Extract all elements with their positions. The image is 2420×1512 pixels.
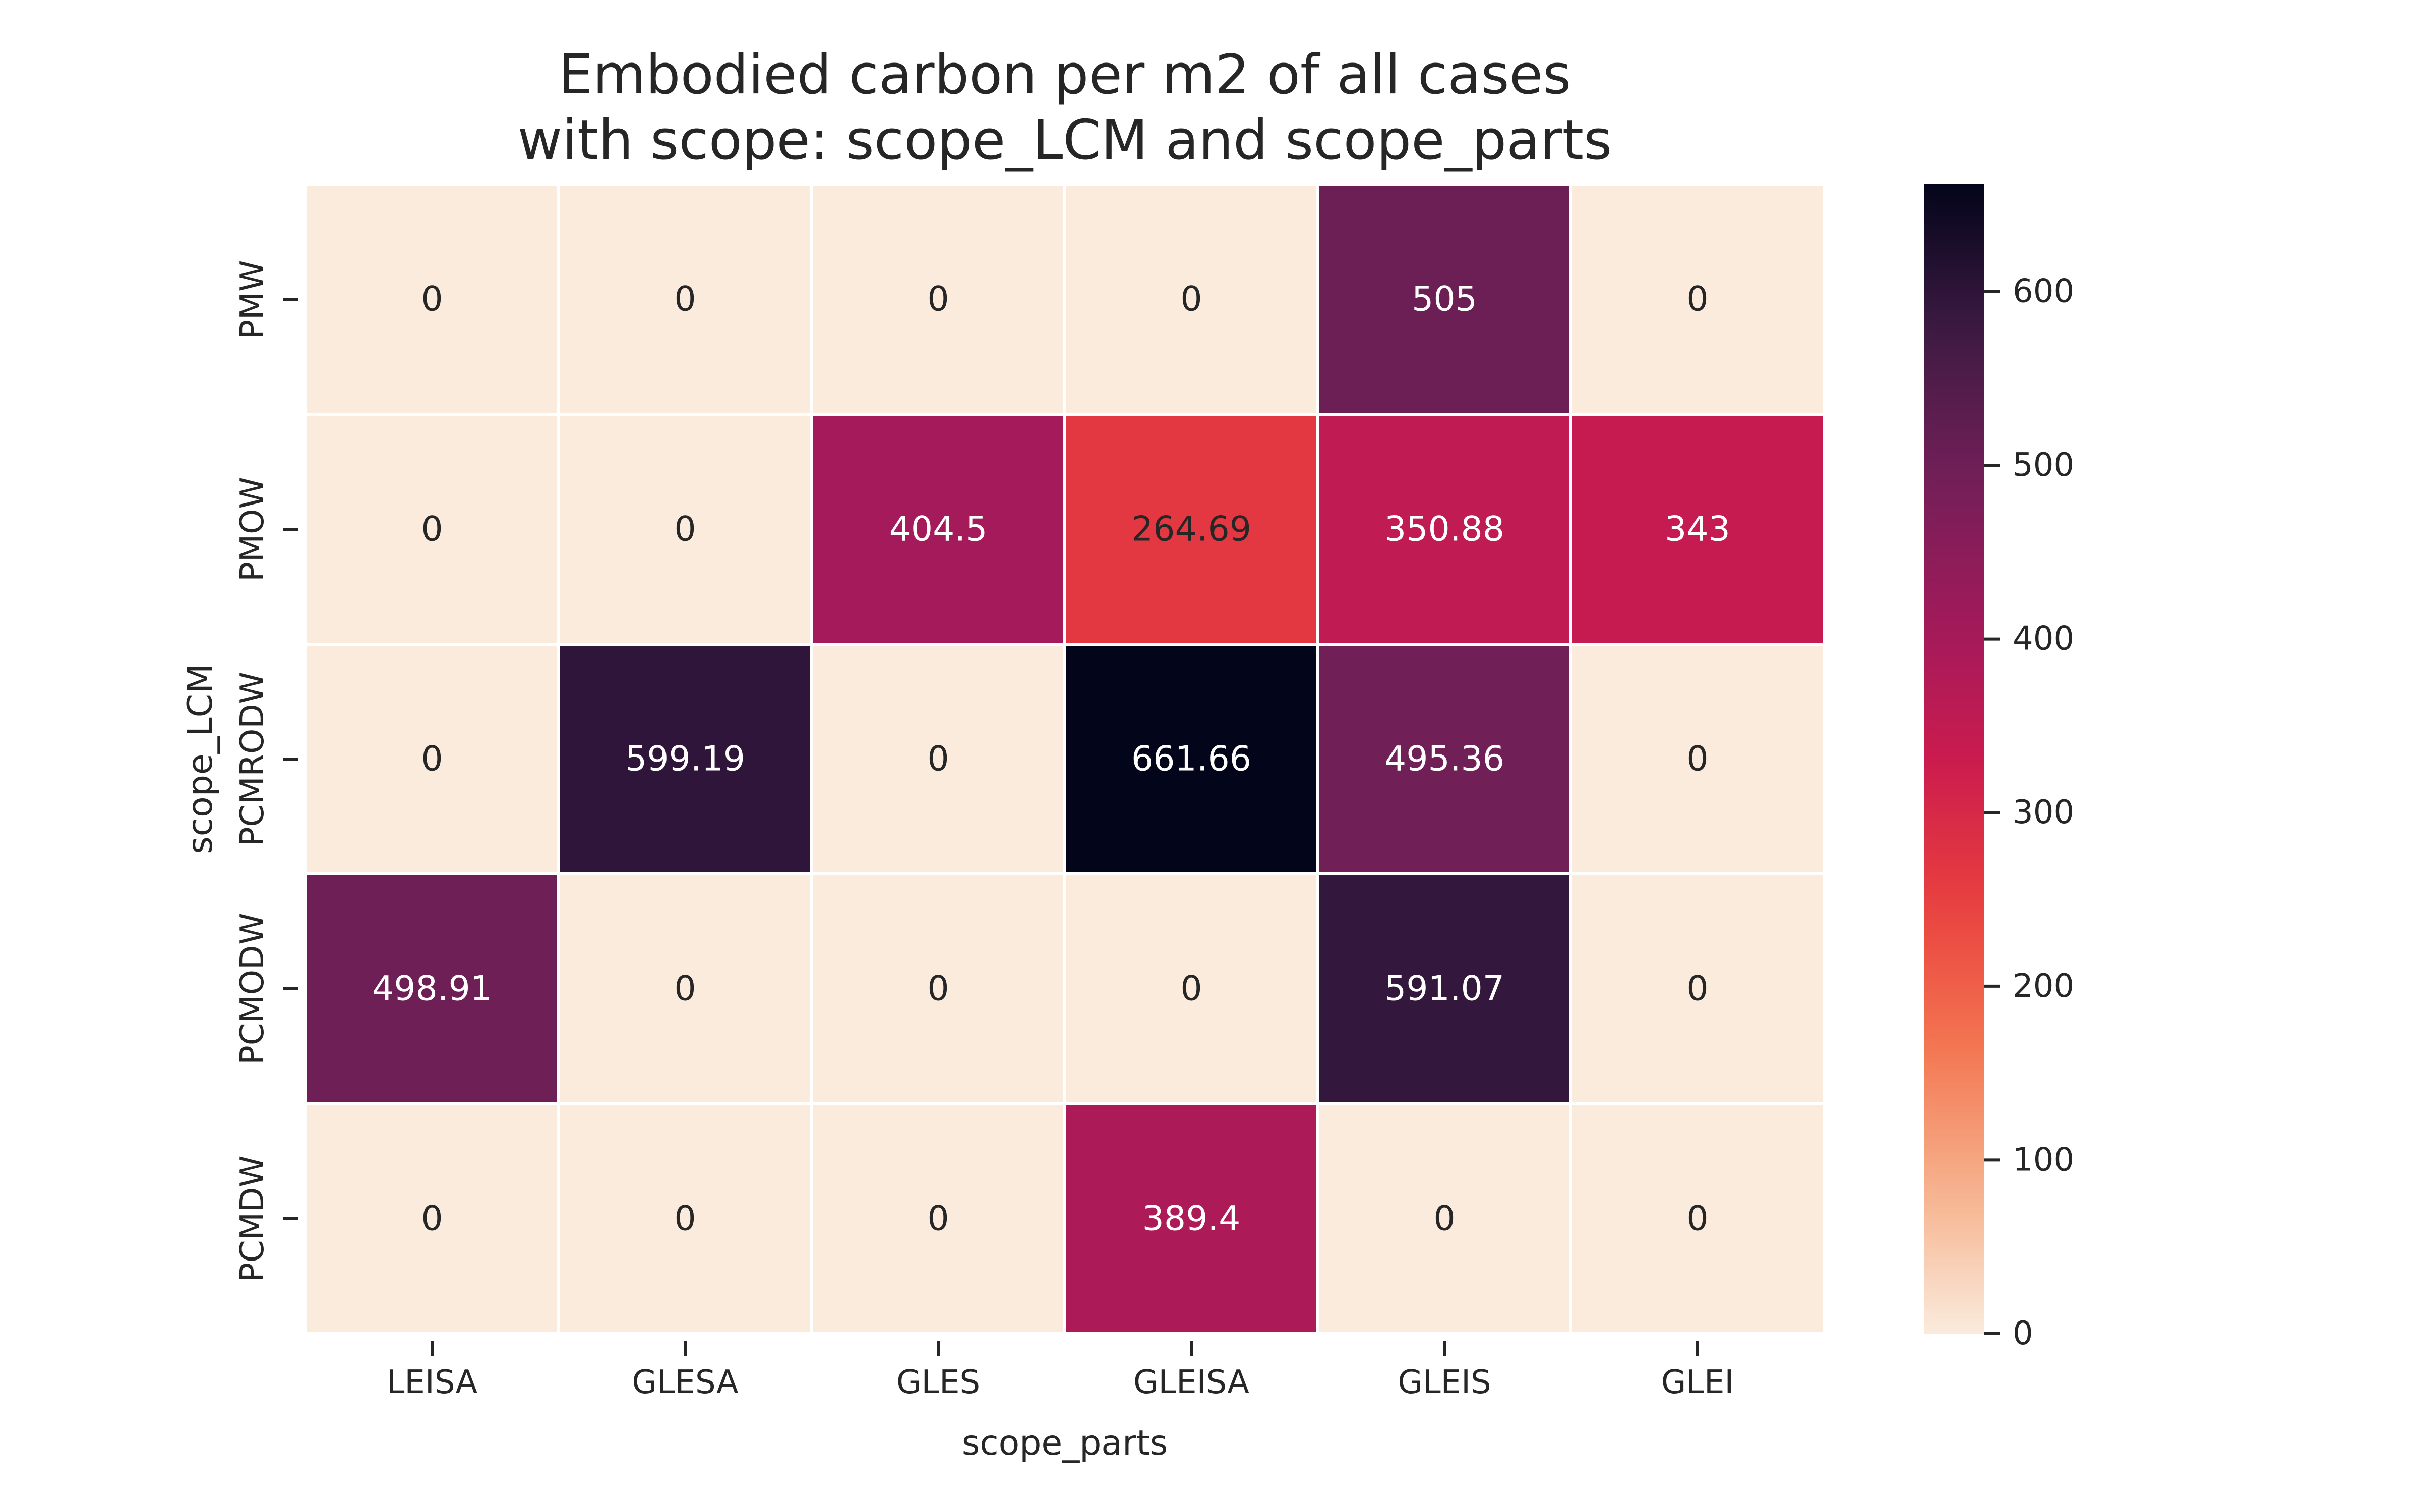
cell-value-label: 0	[421, 739, 443, 779]
heatmap-cell	[557, 643, 813, 875]
y-tick-label: PCMDW	[234, 1155, 271, 1282]
heatmap-cell	[557, 872, 813, 1105]
x-tick-label: GLES	[896, 1364, 980, 1401]
cell-value-label: 0	[674, 1199, 696, 1239]
heatmap-cell	[810, 1102, 1066, 1335]
x-tick-label: GLEISA	[1133, 1364, 1249, 1401]
heatmap-cell	[557, 183, 813, 416]
y-tick-label: PMW	[234, 260, 271, 339]
cell-value-label: 661.66	[1131, 739, 1251, 779]
cell-value-label: 0	[927, 969, 949, 1009]
cell-value-label: 599.19	[625, 739, 745, 779]
colorbar-tick-label: 100	[2013, 1141, 2074, 1178]
cell-value-label: 0	[674, 280, 696, 320]
heatmap-cell	[1569, 643, 1826, 875]
cell-value-label: 0	[1180, 280, 1202, 320]
y-tick-label: PMOW	[234, 477, 271, 581]
cell-value-label: 404.5	[889, 510, 988, 549]
cell-value-label: 495.36	[1384, 739, 1504, 779]
cell-value-label: 0	[1686, 1199, 1708, 1239]
heatmap-cell	[1569, 183, 1826, 416]
colorbar-tick-label: 300	[2013, 794, 2074, 831]
heatmap-cell	[1063, 643, 1319, 875]
heatmap-cell	[304, 1102, 560, 1335]
cell-value-label: 0	[674, 969, 696, 1009]
heatmap-cell	[1063, 183, 1319, 416]
cell-value-label: 498.91	[372, 969, 492, 1009]
heatmap-cell	[1569, 413, 1826, 646]
cell-value-label: 0	[1433, 1199, 1455, 1239]
cell-value-label: 0	[1180, 969, 1202, 1009]
heatmap-cell	[1316, 183, 1572, 416]
cell-value-label: 505	[1412, 280, 1477, 320]
cell-value-label: 0	[927, 1199, 949, 1239]
heatmap-cell	[304, 643, 560, 875]
heatmap-cell	[1569, 872, 1826, 1105]
colorbar-tick-label: 500	[2013, 447, 2074, 484]
heatmap-cell	[810, 183, 1066, 416]
cell-value-label: 350.88	[1384, 510, 1504, 549]
colorbar-tick-label: 200	[2013, 968, 2074, 1005]
cell-value-label: 0	[674, 510, 696, 549]
heatmap-cell	[810, 872, 1066, 1105]
heatmap-cell	[1063, 872, 1319, 1105]
heatmap-cell	[1316, 643, 1572, 875]
heatmap-cell	[1063, 1102, 1319, 1335]
x-tick-label: LEISA	[387, 1364, 478, 1401]
colorbar-tick-label: 600	[2013, 273, 2074, 310]
cell-value-label: 264.69	[1131, 510, 1251, 549]
cell-value-label: 343	[1665, 510, 1730, 549]
heatmap-cell	[1569, 1102, 1826, 1335]
chart-title-line: Embodied carbon per m2 of all cases	[559, 43, 1571, 106]
cell-value-label: 0	[421, 280, 443, 320]
heatmap-cell	[557, 413, 813, 646]
heatmap-cell	[304, 872, 560, 1105]
cell-value-label: 0	[421, 510, 443, 549]
colorbar-tick-label: 400	[2013, 620, 2074, 658]
x-tick-label: GLEIS	[1398, 1364, 1491, 1401]
heatmap-cell	[304, 183, 560, 416]
cell-value-label: 389.4	[1142, 1199, 1241, 1239]
x-axis-label: scope_parts	[962, 1423, 1168, 1463]
cell-value-label: 0	[1686, 280, 1708, 320]
x-tick-label: GLESA	[632, 1364, 739, 1401]
colorbar	[1924, 184, 1984, 1334]
heatmap-cell	[1316, 872, 1572, 1105]
cell-value-label: 0	[421, 1199, 443, 1239]
heatmap-cell	[1063, 413, 1319, 646]
x-tick-label: GLEI	[1661, 1364, 1734, 1401]
chart-title-line: with scope: scope_LCM and scope_parts	[518, 109, 1612, 172]
cell-value-label: 0	[1686, 969, 1708, 1009]
y-tick-label: PCMODW	[234, 913, 271, 1064]
cell-value-label: 0	[927, 739, 949, 779]
y-axis-label: scope_LCM	[180, 664, 220, 854]
cell-value-label: 0	[1686, 739, 1708, 779]
cell-value-label: 0	[927, 280, 949, 320]
y-tick-label: PCMRODW	[234, 672, 271, 846]
heatmap-cell	[1316, 1102, 1572, 1335]
colorbar-tick-label: 0	[2013, 1315, 2033, 1352]
cell-value-label: 591.07	[1384, 969, 1504, 1009]
